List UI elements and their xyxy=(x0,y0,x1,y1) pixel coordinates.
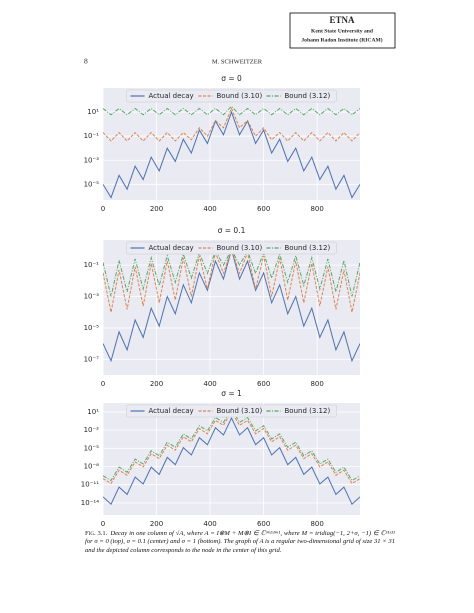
legend-label: Bound (3.12) xyxy=(285,244,331,252)
x-tick-label: 0 xyxy=(101,380,105,388)
header-line: Johann Radon Institute (RICAM) xyxy=(301,36,382,43)
x-tick-label: 800 xyxy=(310,520,323,528)
legend-label: Actual decay xyxy=(149,92,194,100)
y-tick-label: 10⁻¹¹ xyxy=(81,481,99,489)
x-tick-label: 200 xyxy=(150,520,163,528)
page-number: 8 xyxy=(84,57,88,66)
x-tick-label: 800 xyxy=(310,205,323,213)
x-tick-label: 400 xyxy=(203,205,216,213)
y-tick-label: 10⁻⁵ xyxy=(84,444,100,452)
legend-label: Bound (3.12) xyxy=(285,92,331,100)
y-tick-label: 10⁻⁷ xyxy=(84,355,100,363)
plot-area xyxy=(103,88,360,200)
legend-label: Bound (3.10) xyxy=(217,92,263,100)
plot-area xyxy=(103,403,360,515)
x-tick-label: 600 xyxy=(257,205,270,213)
x-tick-label: 200 xyxy=(150,380,163,388)
x-tick-label: 600 xyxy=(257,520,270,528)
y-tick-label: 10⁻³ xyxy=(84,156,100,164)
journal: ETNA xyxy=(329,15,355,25)
x-tick-label: 0 xyxy=(101,205,105,213)
series-line xyxy=(103,107,360,142)
y-tick-label: 10⁻² xyxy=(84,426,100,434)
x-tick-label: 200 xyxy=(150,205,163,213)
caption-label: Fig. 3.1. xyxy=(85,530,108,537)
chart-title: σ = 0 xyxy=(221,74,242,83)
y-tick-label: 10⁻¹ xyxy=(84,132,100,140)
x-tick-label: 400 xyxy=(203,380,216,388)
legend-box xyxy=(126,241,337,255)
y-tick-label: 10⁻⁸ xyxy=(84,463,100,471)
x-tick-label: 800 xyxy=(310,380,323,388)
legend-box xyxy=(126,404,337,418)
series-line xyxy=(103,247,360,313)
y-tick-label: 10⁻⁵ xyxy=(84,180,100,188)
x-tick-label: 0 xyxy=(101,520,105,528)
legend-label: Actual decay xyxy=(149,407,194,415)
legend-label: Bound (3.10) xyxy=(217,407,263,415)
chart-title: σ = 1 xyxy=(221,389,242,398)
header-box xyxy=(289,12,396,49)
y-tick-label: 10⁻³ xyxy=(84,293,100,301)
chart-title: σ = 0.1 xyxy=(218,226,246,235)
legend-label: Bound (3.12) xyxy=(285,407,331,415)
y-tick-label: 10⁻⁵ xyxy=(84,324,100,332)
y-tick-label: 10¹ xyxy=(87,108,99,116)
running-head: M. SCHWEITZER xyxy=(212,58,263,65)
series-line xyxy=(103,105,360,116)
legend-label: Bound (3.10) xyxy=(217,244,263,252)
x-tick-label: 400 xyxy=(203,520,216,528)
y-tick-label: 10¹ xyxy=(87,408,99,416)
legend-label: Actual decay xyxy=(149,244,194,252)
series-line xyxy=(103,110,360,199)
y-tick-label: 10⁻¹⁴ xyxy=(81,499,99,507)
header-line: Kent State University and xyxy=(311,28,374,34)
y-tick-label: 10⁻¹ xyxy=(84,261,100,269)
caption-text: Decay in one column of √A, where A = I⊗M… xyxy=(85,530,395,554)
caption: Fig. 3.1. Decay in one column of √A, wher… xyxy=(85,530,395,555)
x-tick-label: 600 xyxy=(257,380,270,388)
series-line xyxy=(103,416,360,506)
plot-area xyxy=(103,240,360,375)
legend-box xyxy=(126,89,337,103)
